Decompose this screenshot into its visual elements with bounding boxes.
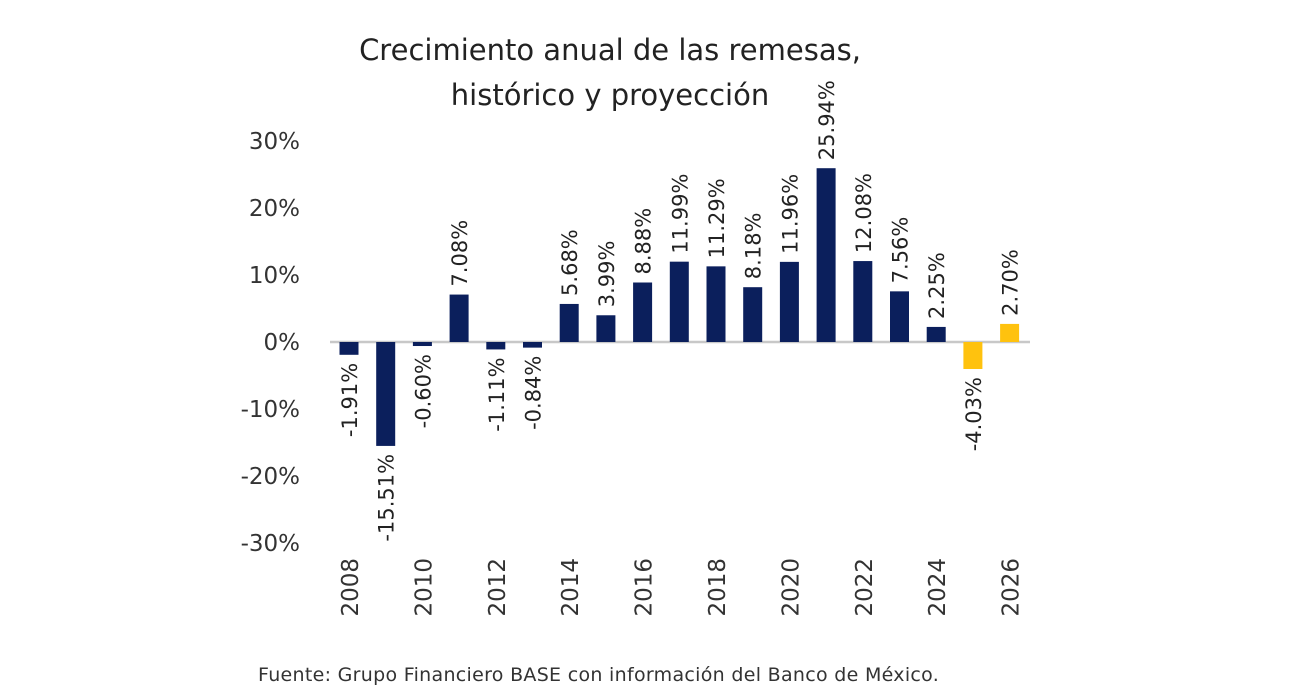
data-label-2012: -1.11% [485, 357, 509, 431]
bar-2010 [412, 342, 432, 347]
bar-2025 [963, 342, 983, 370]
bar-2008 [339, 342, 359, 355]
bar-2020 [779, 261, 799, 342]
data-label-2015: 3.99% [595, 241, 619, 308]
y-tick-label: 20% [249, 196, 300, 222]
data-label-2008: -1.91% [338, 363, 362, 437]
x-tick-label: 2022 [852, 558, 878, 617]
x-tick-label: 2020 [778, 558, 804, 617]
data-label-2025: -4.03% [962, 377, 986, 451]
data-label-2016: 8.88% [632, 208, 656, 275]
data-label-2009: -15.51% [375, 454, 399, 542]
chart-title-line-1: Crecimiento anual de las remesas, [359, 33, 861, 67]
data-label-2010: -0.60% [411, 354, 435, 428]
x-tick-label: 2018 [705, 558, 731, 617]
data-label-2020: 11.96% [778, 174, 802, 254]
bar-2012 [486, 342, 506, 350]
bar-2014 [559, 303, 579, 342]
y-tick-label: -30% [241, 531, 300, 557]
bar-2026 [1000, 323, 1020, 342]
bar-2009 [376, 342, 396, 446]
x-tick-label: 2024 [925, 558, 951, 617]
data-label-2019: 8.18% [742, 212, 766, 279]
y-tick-label: -10% [241, 397, 300, 423]
x-tick-label: 2016 [632, 558, 658, 617]
data-label-2021: 25.94% [815, 80, 839, 160]
x-tick-label: 2010 [411, 558, 437, 617]
data-label-2017: 11.99% [668, 174, 692, 254]
bar-2018 [706, 266, 726, 342]
data-label-2022: 12.08% [852, 173, 876, 253]
bar-2023 [890, 291, 909, 342]
x-tick-label: 2026 [999, 558, 1025, 617]
data-label-2018: 11.29% [705, 178, 729, 258]
bar-2015 [596, 315, 616, 342]
data-label-2013: -0.84% [522, 356, 546, 430]
y-tick-label: 0% [264, 330, 301, 356]
bar-2019 [743, 287, 763, 342]
y-tick-label: 30% [249, 129, 300, 155]
y-tick-label: 10% [249, 263, 300, 289]
data-label-2026: 2.70% [999, 249, 1023, 316]
bar-2024 [926, 326, 946, 342]
bar-2016 [633, 282, 653, 342]
data-label-2014: 5.68% [558, 229, 582, 296]
chart-title: Crecimiento anual de las remesas, histór… [0, 28, 1300, 118]
chart-title-line-2: histórico y proyección [450, 78, 770, 112]
x-tick-label: 2008 [338, 558, 364, 617]
source-note: Fuente: Grupo Financiero BASE con inform… [258, 664, 940, 686]
bar-2022 [853, 261, 873, 342]
data-label-2011: 7.08% [448, 220, 472, 287]
bar-2011 [449, 294, 469, 342]
bar-2021 [816, 168, 836, 342]
bar-2017 [669, 261, 689, 342]
x-tick-label: 2012 [485, 558, 511, 617]
data-label-2023: 7.56% [889, 217, 913, 284]
x-tick-label: 2014 [558, 558, 584, 617]
data-label-2024: 2.25% [925, 252, 949, 319]
bar-2013 [523, 342, 542, 348]
y-tick-label: -20% [241, 464, 300, 490]
